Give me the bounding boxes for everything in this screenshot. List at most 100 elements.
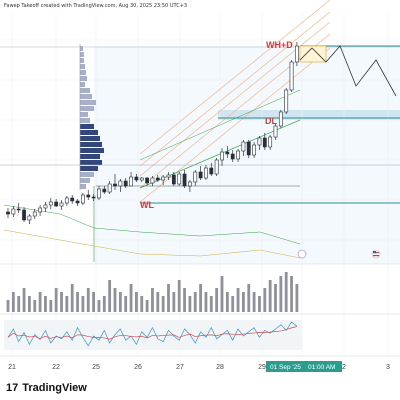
flag-stripe-2: [373, 255, 379, 257]
volume-bar-13: [76, 292, 79, 312]
volume-bar-52: [284, 272, 288, 312]
candle-38: [209, 163, 214, 176]
candle-body: [123, 180, 128, 187]
candle-body: [139, 177, 144, 181]
candle-body: [220, 151, 224, 161]
candle-body: [22, 209, 26, 221]
channel-line-0: [139, 0, 331, 155]
profile-bar-15: [80, 136, 100, 141]
volume-bar-44: [242, 292, 245, 312]
volume-bar-16: [92, 292, 95, 312]
x-tick-5: 28: [216, 364, 224, 371]
candle-6: [38, 205, 43, 216]
profile-bar-8: [80, 94, 92, 99]
candle-body: [273, 125, 278, 138]
candle-1: [11, 206, 16, 217]
earnings-e-icon: [297, 249, 307, 259]
annotation-1: DL: [265, 116, 277, 126]
candle-11: [64, 196, 69, 206]
profile-bar-16: [80, 142, 102, 147]
candle-body: [188, 181, 192, 187]
candle-body: [129, 176, 133, 187]
candle-body: [278, 111, 283, 127]
candle-5: [32, 209, 37, 219]
x-tick-6: 29: [258, 364, 266, 371]
volume-bar-2: [17, 296, 21, 312]
candle-body: [6, 211, 10, 215]
candle-34: [188, 180, 192, 192]
profile-bar-21: [80, 172, 94, 177]
profile-bar-7: [80, 88, 90, 93]
candle-19: [107, 181, 112, 194]
candle-31: [171, 172, 176, 186]
candle-22: [123, 178, 128, 188]
volume-bar-12: [70, 284, 74, 312]
candle-36: [198, 166, 203, 180]
candle-body: [214, 159, 219, 175]
volume-bar-40: [220, 276, 224, 312]
forecast-path: [299, 45, 397, 97]
candle-body: [150, 177, 155, 184]
volume-bar-15: [86, 288, 90, 312]
chart-caption: Fawep Takeoff created with TradingView.c…: [4, 3, 188, 9]
profile-bar-14: [80, 130, 98, 135]
volume-bar-33: [183, 288, 186, 312]
band-lowest: [3, 229, 301, 259]
volume-bar-53: [290, 276, 293, 312]
volume-bar-37: [204, 292, 208, 312]
volume-bar-5: [33, 300, 37, 312]
x-highlight-date: 01 Sep '25: [270, 364, 301, 371]
candle-body: [75, 200, 80, 204]
volume-bar-0: [6, 300, 10, 312]
x-tick-4: 27: [176, 364, 184, 371]
candle-body: [27, 215, 32, 221]
volume-bar-1: [11, 292, 15, 312]
candle-body: [193, 171, 198, 183]
tradingview-brand[interactable]: 17 TradingView: [6, 380, 87, 396]
volume-bar-17: [97, 300, 101, 312]
candle-body: [241, 141, 246, 152]
candle-body: [11, 208, 16, 215]
candle-29: [161, 175, 166, 185]
candle-body: [81, 194, 85, 204]
candle-body: [64, 197, 69, 204]
volume-bar-23: [129, 284, 133, 312]
candle-24: [134, 174, 139, 182]
volume-bar-50: [274, 284, 277, 312]
volume-bar-32: [177, 280, 181, 312]
volume-bar-6: [38, 292, 42, 312]
candle-26: [145, 177, 150, 185]
volume-bar-25: [140, 296, 144, 312]
candle-41: [225, 146, 230, 158]
profile-bar-17: [80, 148, 104, 153]
candle-body: [166, 174, 171, 178]
candle-14: [81, 193, 85, 205]
volume-bar-41: [225, 292, 229, 312]
profile-bar-12: [80, 118, 90, 123]
band-lower: [3, 204, 301, 245]
x-tick-1: 22: [52, 364, 60, 371]
candle-body: [155, 177, 160, 181]
candle-body: [91, 196, 96, 199]
candle-52: [284, 88, 289, 114]
candle-body: [38, 207, 43, 213]
candle-53: [289, 60, 294, 92]
candle-body: [118, 180, 123, 187]
osc-line: [7, 321, 298, 347]
candle-body: [70, 197, 75, 202]
candles: [6, 42, 299, 224]
volume-bar-4: [28, 296, 31, 312]
volume-profile: [79, 44, 104, 190]
volume-bar-31: [172, 292, 176, 312]
candle-body: [230, 153, 235, 160]
candle-body: [252, 144, 257, 156]
candle-body: [59, 202, 64, 207]
candle-42: [230, 150, 235, 162]
profile-bar-10: [80, 106, 94, 111]
profile-bar-2: [80, 58, 84, 63]
indicator-panes: [0, 263, 400, 357]
x-tick-8: 3: [386, 364, 390, 371]
candle-body: [97, 188, 101, 199]
volume-bar-21: [118, 292, 122, 312]
